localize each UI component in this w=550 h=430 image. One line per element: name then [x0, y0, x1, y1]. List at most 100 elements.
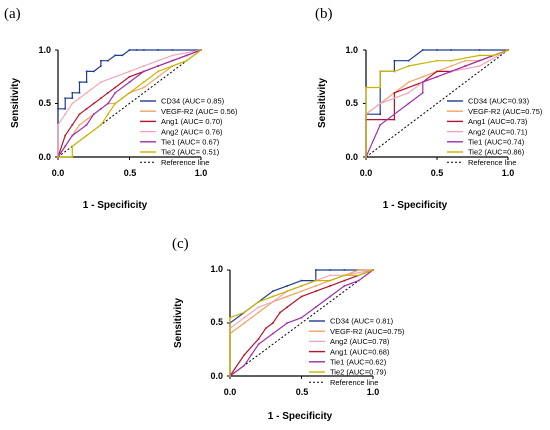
roc-point — [229, 316, 231, 319]
roc-point — [64, 134, 66, 137]
roc-point — [357, 269, 360, 271]
roc-point — [365, 86, 367, 89]
roc-point — [171, 49, 174, 51]
roc-point — [272, 295, 274, 298]
roc-point — [71, 92, 74, 94]
roc-point — [300, 285, 303, 287]
roc-point — [422, 92, 424, 94]
roc-point — [114, 75, 116, 78]
roc-series-line — [365, 49, 508, 157]
roc-point — [100, 65, 102, 67]
roc-point — [329, 285, 331, 287]
roc-point — [107, 59, 109, 62]
roc-point — [143, 81, 145, 83]
roc-point — [379, 113, 381, 115]
x-tick-label: 1.0 — [195, 168, 208, 178]
roc-point — [393, 113, 396, 115]
roc-panel-b: (b) Sensitivity 1 - Specificity 1.0 0.5 … — [315, 6, 543, 211]
roc-point — [478, 65, 481, 67]
roc-point — [407, 65, 410, 67]
roc-point — [78, 92, 81, 94]
roc-point — [121, 54, 124, 57]
roc-point — [157, 75, 159, 78]
roc-point — [143, 70, 145, 73]
roc-point — [229, 375, 231, 377]
roc-point — [107, 113, 109, 115]
roc-point — [100, 124, 102, 126]
roc-point — [114, 54, 116, 57]
roc-point — [315, 290, 317, 292]
x-tick-label: 1.0 — [502, 168, 515, 178]
x-tick-label: 0.5 — [296, 387, 309, 397]
roc-point — [92, 70, 95, 73]
legend-label: Reference line — [468, 158, 516, 167]
roc-point — [71, 156, 74, 158]
roc-point — [71, 145, 74, 148]
legend-label: Ang1 (AUC=0.73) — [468, 117, 528, 126]
y-tick-label: 0.0 — [345, 152, 358, 162]
legend-label: Ang2 (AUC= 0.76) — [161, 127, 223, 136]
roc-point — [85, 92, 88, 94]
roc-point — [64, 113, 66, 115]
roc-series-line — [229, 269, 374, 377]
roc-point — [436, 75, 438, 78]
roc-point — [343, 279, 346, 282]
roc-point — [78, 97, 81, 99]
roc-point — [171, 65, 174, 67]
roc-point — [329, 269, 331, 271]
legend: CD34 (AUC= 0.81)VEGF-R2 (AUC=0.75)Ang2 (… — [309, 317, 405, 387]
roc-point — [407, 92, 410, 94]
x-tick-label: 1.0 — [367, 387, 380, 397]
roc-point — [393, 118, 396, 121]
y-tick-label: 0.5 — [210, 317, 223, 327]
legend-label: VEGF-R2 (AUC= 0.56) — [161, 107, 238, 116]
roc-point — [85, 124, 88, 126]
roc-point — [464, 59, 467, 62]
roc-point — [143, 49, 145, 51]
roc-point — [379, 124, 381, 126]
roc-point — [450, 59, 452, 62]
roc-point — [171, 59, 174, 62]
legend-label: CD34 (AUC= 0.85) — [161, 97, 225, 106]
legend-label: Tie2 (AUC=0.79) — [330, 368, 387, 377]
roc-point — [243, 311, 246, 314]
legend-label: Ang2 (AUC=0.71) — [468, 127, 528, 136]
roc-point — [143, 86, 145, 89]
roc-panel-a: (a) Sensitivity 1 - Specificity 1.0 0.5 … — [4, 6, 238, 211]
roc-point — [300, 279, 303, 282]
roc-point — [315, 306, 317, 308]
roc-panel-c: (c) Sensitivity 1 - Specificity 1.0 0.5 … — [172, 236, 405, 422]
roc-point — [300, 290, 303, 292]
roc-point — [264, 327, 267, 330]
x-axis-title: 1 - Specificity — [383, 200, 448, 211]
roc-point — [464, 65, 467, 67]
legend-label: Tie2 (AUC=0.86) — [468, 148, 525, 157]
roc-point — [315, 285, 317, 287]
roc-point — [85, 70, 88, 73]
x-tick-label: 0.0 — [52, 168, 65, 178]
legend-label: Ang2 (AUC=0.78) — [330, 337, 390, 346]
roc-point — [107, 102, 109, 105]
roc-point — [128, 70, 131, 73]
roc-point — [393, 92, 396, 94]
roc-point — [478, 49, 481, 51]
roc-point — [135, 49, 138, 51]
roc-point — [57, 124, 59, 126]
roc-point — [250, 354, 253, 356]
roc-point — [85, 134, 88, 137]
x-axis-title: 1 - Specificity — [268, 411, 333, 422]
roc-point — [286, 322, 288, 324]
roc-point — [357, 279, 360, 282]
roc-point — [57, 108, 59, 110]
roc-point — [114, 86, 116, 89]
x-tick-label: 0.0 — [360, 168, 373, 178]
y-tick-label: 1.0 — [210, 264, 223, 274]
roc-point — [343, 269, 346, 271]
panel-label: (a) — [4, 6, 21, 22]
roc-point — [78, 81, 81, 83]
roc-point — [300, 295, 303, 298]
roc-point — [257, 338, 260, 340]
x-tick-label: 0.5 — [431, 168, 444, 178]
roc-point — [78, 113, 81, 115]
